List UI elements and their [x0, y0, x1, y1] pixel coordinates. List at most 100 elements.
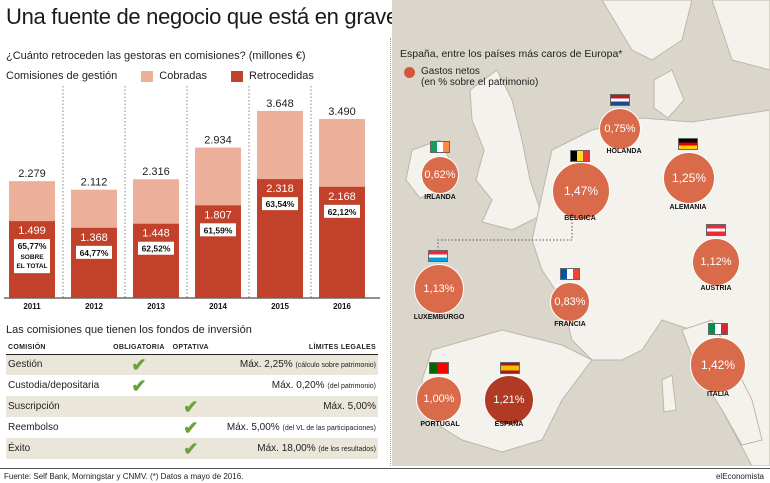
legend-swatch-retrocedidas — [231, 70, 243, 82]
data-label-retrocedidas: 1.368 — [80, 232, 108, 244]
bubble-espana: 1,21% — [484, 375, 534, 425]
x-tick-label: 2013 — [147, 302, 165, 311]
flag-germany-icon — [678, 138, 698, 150]
legend-label-cobradas: Cobradas — [159, 70, 207, 82]
map-legend: Gastos netos (en % sobre el patrimonio) — [404, 66, 538, 88]
cell-name: Éxito — [6, 438, 109, 459]
label-portugal: PORTUGAL — [420, 421, 460, 428]
cell-obligatoria — [108, 396, 170, 417]
bubble-francia: 0,83% — [550, 282, 590, 322]
flag-netherlands-icon — [610, 94, 630, 106]
label-irlanda: IRLANDA — [424, 194, 456, 201]
legend-label-retrocedidas: Retrocedidas — [249, 70, 314, 82]
x-tick-label: 2011 — [23, 302, 41, 311]
bubble-austria: 1,12% — [692, 238, 740, 286]
share-label: 65,77% — [18, 241, 47, 251]
share-box — [262, 197, 298, 211]
share-note: SOBRE — [20, 254, 44, 261]
x-tick-label: 2015 — [271, 302, 289, 311]
col-header-optativa: OPTATIVA — [169, 342, 213, 355]
legend-title: Comisiones de gestión — [6, 70, 118, 82]
cell-limit: Máx. 5,00% — [212, 396, 378, 417]
table-row: Éxito ✔ Máx. 18,00% (de los resultados) — [6, 438, 378, 459]
share-label: 62,12% — [328, 207, 357, 217]
flag-belgium-icon — [570, 150, 590, 162]
map-legend-label: Gastos netos — [421, 66, 480, 77]
bubble-italia: 1,42% — [690, 337, 746, 393]
map-title: España, entre los países más caros de Eu… — [400, 48, 623, 60]
checkmark-icon: ✔ — [131, 375, 147, 396]
cell-limit: Máx. 2,25% (cálculo sobre patrimonio) — [212, 354, 378, 375]
cell-obligatoria — [109, 417, 169, 438]
flag-austria-icon — [706, 224, 726, 236]
label-holanda: HOLANDA — [606, 148, 642, 155]
flag-ireland-icon — [430, 141, 450, 153]
cell-obligatoria: ✔ — [108, 354, 170, 375]
col-header-comision: COMISIÓN — [6, 342, 109, 355]
cell-optativa: ✔ — [169, 396, 213, 417]
share-box — [14, 239, 50, 274]
bubble-alemania: 1,25% — [663, 152, 715, 204]
table-row: Suscripción ✔ Máx. 5,00% — [6, 396, 378, 417]
cell-limit-note: (cálculo sobre patrimonio) — [295, 362, 376, 370]
col-header-limites: LÍMITES LEGALES — [212, 342, 378, 355]
share-label: 61,59% — [204, 225, 233, 235]
flag-portugal-icon — [429, 362, 449, 374]
share-label: 62,52% — [142, 244, 171, 254]
legend-swatch-cobradas — [141, 70, 154, 82]
bar-retrocedidas — [257, 179, 303, 298]
cell-limit: Máx. 5,00% (del VL de las participacione… — [226, 422, 376, 433]
map-legend-sublabel: (en % sobre el patrimonio) — [421, 77, 539, 88]
flag-france-icon — [560, 268, 580, 280]
cell-name: Reembolso — [8, 422, 59, 433]
flag-luxembourg-icon — [428, 250, 448, 262]
page-title: Una fuente de negocio que está en grave … — [6, 4, 468, 29]
flag-italy-icon — [708, 323, 728, 335]
bubble-belgica: 1,47% — [552, 162, 610, 220]
data-label-retrocedidas: 1.807 — [204, 209, 232, 221]
data-label-cobradas: 2.279 — [18, 168, 46, 180]
fees-table: COMISIÓN OBLIGATORIA OPTATIVA LÍMITES LE… — [6, 342, 378, 459]
bar-retrocedidas — [133, 223, 179, 298]
footer-line — [0, 468, 770, 469]
cell-limit-note: (de los resultados) — [318, 446, 376, 453]
label-belgica: BÉLGICA — [564, 215, 596, 222]
chart-legend: Comisiones de gestión Cobradas Retrocedi… — [6, 70, 314, 82]
table-title: Las comisiones que tienen los fondos de … — [6, 324, 252, 336]
map-legend-dot — [404, 67, 415, 78]
share-label: 64,77% — [80, 248, 109, 258]
table-row: Reembolso ✔ Máx. 5,00% (del VL de las part… — [6, 417, 378, 438]
cell-limit-note: (del patrimonio) — [327, 383, 376, 390]
cell-optativa: ✔ — [169, 438, 213, 459]
bar-retrocedidas — [71, 227, 117, 298]
section-divider — [390, 38, 391, 466]
data-label-retrocedidas: 2.168 — [328, 191, 356, 203]
cell-name: Gestión — [6, 354, 109, 375]
checkmark-icon: ✔ — [131, 354, 147, 375]
bubble-luxemburgo: 1,13% — [414, 264, 464, 314]
bubble-irlanda: 0,62% — [421, 156, 459, 194]
table-row: Custodia/depositaria ✔ Máx. 0,20% (del pat… — [6, 375, 378, 396]
label-alemania: ALEMANIA — [669, 204, 707, 211]
cell-name: Custodia/depositaria — [8, 380, 100, 391]
share-label: 63,54% — [266, 199, 295, 209]
bar-retrocedidas — [319, 186, 365, 298]
cell-obligatoria: ✔ — [109, 375, 169, 396]
label-italia: ITALIA — [706, 391, 730, 398]
cell-optativa — [169, 354, 213, 375]
data-label-cobradas: 3.490 — [328, 106, 356, 118]
cell-optativa — [169, 375, 212, 396]
share-box — [76, 245, 112, 259]
cell-limit-note: (del VL de las participaciones) — [282, 425, 376, 432]
label-francia: FRANCIA — [554, 321, 586, 328]
x-tick-label: 2014 — [209, 302, 227, 311]
table-row: Gestión ✔ Máx. 2,25% (cálculo sobre patrim… — [6, 354, 378, 375]
bubble-portugal: 1,00% — [416, 376, 462, 422]
bubble-holanda: 0,75% — [599, 108, 641, 150]
label-austria: AUSTRIA — [700, 285, 732, 292]
checkmark-icon: ✔ — [183, 396, 199, 417]
brand-logo: elEconomista — [715, 472, 764, 481]
data-label-cobradas: 3.648 — [266, 98, 294, 110]
data-label-retrocedidas: 2.318 — [266, 183, 294, 195]
cell-limit: Máx. 18,00% (de los resultados) — [212, 438, 378, 459]
